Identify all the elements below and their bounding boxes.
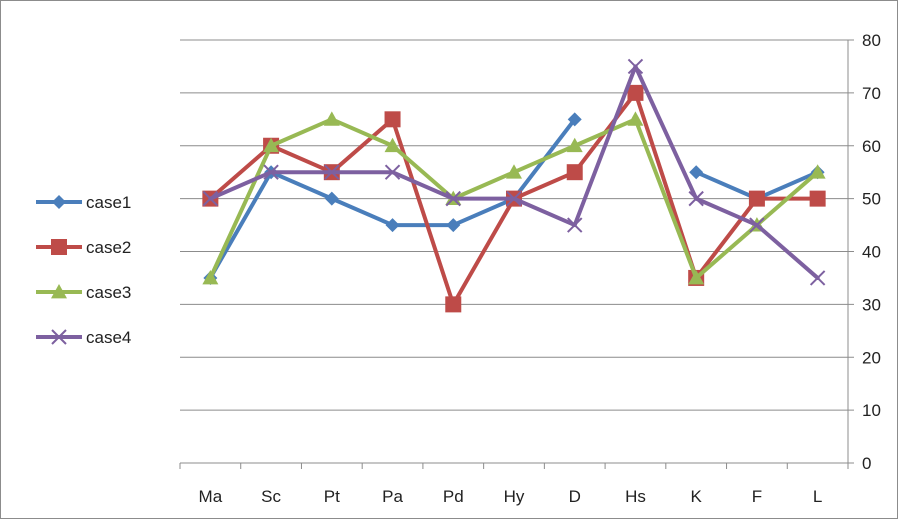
data-point-square	[809, 190, 826, 207]
x-tick-label: Pd	[443, 487, 464, 506]
legend-item-case3: case3	[36, 283, 131, 302]
x-tick-label: Ma	[199, 487, 223, 506]
legend-item-case4: case4	[36, 328, 131, 347]
data-point-x	[384, 164, 401, 180]
x-marker-stroke	[809, 270, 826, 286]
x-marker-stroke	[384, 164, 401, 180]
x-tick-label: F	[752, 487, 762, 506]
data-point-x	[506, 190, 522, 207]
series-lines	[202, 58, 826, 313]
x-tick-label: Pt	[324, 487, 340, 506]
legend-item-case1: case1	[36, 193, 131, 212]
y-tick-label: 50	[862, 190, 881, 209]
x-marker-stroke	[51, 329, 67, 345]
x-tick-label: Sc	[261, 487, 281, 506]
data-point-x	[202, 190, 219, 207]
data-point-x	[445, 190, 461, 207]
data-point-x	[263, 164, 279, 180]
y-tick-label: 60	[862, 137, 881, 156]
series-case4	[202, 58, 826, 286]
data-point-x	[51, 329, 67, 345]
data-point-triangle	[566, 137, 583, 153]
axes: 0 10 20 30 40 50 60 70 80 Ma Sc Pt Pa Pd Hy D Hs K F L	[179, 31, 881, 506]
x-marker-stroke	[202, 190, 219, 207]
data-point-triangle	[384, 137, 401, 153]
legend: case1 case2 case3 case4	[36, 193, 131, 347]
data-point-triangle	[627, 111, 644, 126]
y-tick-label: 30	[862, 295, 881, 314]
y-tick-label: 80	[862, 31, 881, 50]
y-tick-label: 70	[862, 84, 881, 103]
data-point-diamond	[567, 112, 582, 127]
data-point-triangle	[809, 164, 826, 179]
legend-label: case4	[86, 328, 131, 347]
data-point-square	[51, 239, 67, 255]
x-marker-stroke	[627, 58, 644, 75]
data-point-diamond	[689, 165, 704, 180]
x-tick-label: K	[691, 487, 703, 506]
data-point-diamond	[324, 191, 339, 206]
data-point-x	[688, 190, 704, 207]
data-point-square	[384, 111, 401, 128]
x-marker-stroke	[445, 190, 461, 207]
y-tick-label: 40	[862, 243, 881, 262]
data-point-triangle	[263, 137, 280, 153]
x-tick-label: Hy	[504, 487, 525, 506]
x-tick-label: D	[569, 487, 581, 506]
data-point-x	[324, 164, 340, 180]
x-tick-label: Hs	[625, 487, 646, 506]
data-point-x	[749, 217, 765, 233]
x-marker-stroke	[567, 217, 583, 233]
y-tick-label: 20	[862, 348, 881, 367]
x-tick-label: L	[813, 487, 822, 506]
data-point-diamond	[52, 195, 66, 209]
data-point-diamond	[385, 218, 400, 233]
data-point-triangle	[688, 269, 705, 285]
data-point-diamond	[446, 218, 461, 233]
data-point-x	[809, 270, 826, 286]
data-point-triangle	[51, 284, 67, 299]
legend-label: case3	[86, 283, 131, 302]
x-marker-stroke	[506, 190, 522, 207]
legend-item-case2: case2	[36, 238, 131, 257]
x-marker-stroke	[263, 164, 279, 180]
data-point-square	[445, 296, 462, 313]
data-point-x	[567, 217, 583, 233]
data-point-triangle	[323, 111, 340, 126]
data-point-square	[748, 190, 765, 207]
x-tick-label: Pa	[382, 487, 403, 506]
data-point-x	[627, 58, 644, 75]
data-point-square	[627, 84, 644, 101]
data-point-triangle	[506, 164, 522, 179]
x-marker-stroke	[749, 217, 765, 233]
y-tick-label: 0	[862, 454, 871, 473]
legend-label: case1	[86, 193, 131, 212]
data-point-triangle	[202, 269, 219, 285]
legend-label: case2	[86, 238, 131, 257]
y-tick-label: 10	[862, 401, 881, 420]
x-marker-stroke	[324, 164, 340, 180]
data-point-square	[566, 164, 583, 181]
x-marker-stroke	[688, 190, 704, 207]
